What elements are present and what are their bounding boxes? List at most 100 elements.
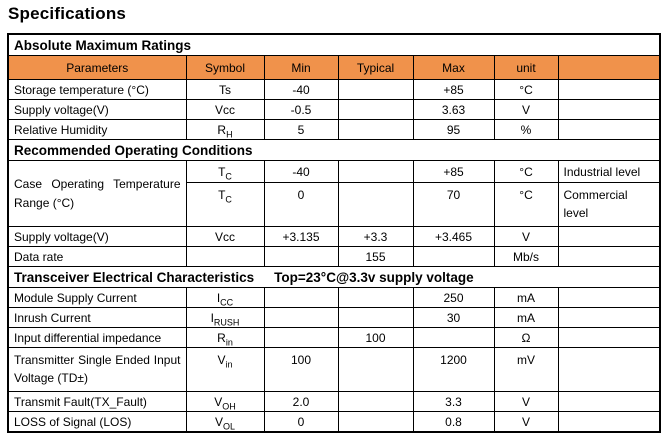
- cell-symbol: IRUSH: [185, 307, 265, 328]
- cell-unit: mA: [493, 307, 559, 328]
- symbol-subscript: in: [225, 359, 233, 370]
- cell-note: [557, 119, 661, 140]
- cell-parameter: Case Operating Temperature Range (°C): [7, 160, 187, 227]
- cell-min: 0: [263, 411, 339, 433]
- cell-symbol: Vin: [185, 347, 265, 392]
- cell-symbol: Vcc: [185, 99, 265, 120]
- cell-symbol: VOL: [185, 411, 265, 433]
- cell-typical: [337, 119, 414, 140]
- section-title: Absolute Maximum Ratings: [7, 33, 661, 56]
- section-row-absolute-maximum-ratings: Absolute Maximum Ratings: [7, 33, 661, 56]
- cell-symbol: ICC: [185, 287, 265, 308]
- cell-typical: [337, 287, 414, 308]
- cell-min: +3.135: [263, 226, 339, 247]
- table-row-case-temp-industrial: Case Operating Temperature Range (°C) TC…: [7, 160, 661, 227]
- specifications-table: Absolute Maximum Ratings Parameters Symb…: [7, 33, 661, 433]
- cell-min: 2.0: [263, 391, 339, 412]
- cell-min: -0.5: [263, 99, 339, 120]
- cell-max: [412, 246, 495, 267]
- cell-typical: +3.3: [337, 226, 414, 247]
- cell-parameter: Inrush Current: [7, 307, 187, 328]
- cell-unit: V: [493, 99, 559, 120]
- col-header-blank: [557, 55, 661, 80]
- cell-unit: %: [493, 119, 559, 140]
- cell-max: 0.8: [412, 411, 495, 433]
- table-row-transmit-fault: Transmit Fault(TX_Fault) VOH 2.0 3.3 V: [7, 391, 661, 412]
- table-row-inrush-current: Inrush Current IRUSH 30 mA: [7, 307, 661, 328]
- cell-max: [412, 327, 495, 348]
- cell-min: [263, 307, 339, 328]
- cell-parameter: LOSS of Signal (LOS): [7, 411, 187, 433]
- cell-parameter: Transmitter Single Ended Input Voltage (…: [7, 347, 187, 392]
- cell-typical: [337, 391, 414, 412]
- cell-min: [263, 327, 339, 348]
- cell-max: +85: [412, 79, 495, 100]
- table-row-storage-temperature: Storage temperature (°C) Ts -40 +85 °C: [7, 79, 661, 100]
- page-title: Specifications: [8, 4, 127, 23]
- symbol-base: Vcc: [214, 102, 235, 117]
- symbol-base: I: [216, 290, 221, 305]
- cell-parameter: Transmit Fault(TX_Fault): [7, 391, 187, 412]
- cell-note: [557, 99, 661, 120]
- cell-parameter: Supply voltage(V): [7, 99, 187, 120]
- cell-min: 0: [263, 182, 339, 227]
- section-row-transceiver-electrical-characteristics: Transceiver Electrical Characteristics To…: [7, 266, 661, 288]
- cell-unit: V: [493, 411, 559, 433]
- cell-note: [557, 246, 661, 267]
- cell-max: 95: [412, 119, 495, 140]
- cell-typical: [337, 182, 414, 227]
- cell-note: [557, 411, 661, 433]
- symbol-subscript: in: [225, 336, 233, 347]
- cell-note: [557, 287, 661, 308]
- cell-symbol: [185, 246, 265, 267]
- symbol-subscript: RUSH: [213, 316, 240, 327]
- cell-typical: [337, 160, 414, 183]
- cell-symbol: VOH: [185, 391, 265, 412]
- table-row-input-differential-impedance: Input differential impedance Rin 100 Ω: [7, 327, 661, 348]
- cell-symbol: TC: [185, 182, 265, 227]
- column-header-row: Parameters Symbol Min Typical Max unit: [7, 55, 661, 80]
- cell-typical: 100: [337, 327, 414, 348]
- symbol-subscript: C: [225, 194, 232, 205]
- symbol-subscript: OL: [223, 420, 236, 431]
- cell-max: 30: [412, 307, 495, 328]
- symbol-base: R: [217, 330, 226, 345]
- col-header-unit: unit: [493, 55, 559, 80]
- cell-parameter: Input differential impedance: [7, 327, 187, 348]
- cell-unit: V: [493, 391, 559, 412]
- cell-note: [557, 226, 661, 247]
- cell-note: [557, 327, 661, 348]
- symbol-base: V: [214, 394, 223, 409]
- cell-symbol: Ts: [185, 79, 265, 100]
- cell-unit: Ω: [493, 327, 559, 348]
- cell-max: 250: [412, 287, 495, 308]
- cell-typical: [337, 347, 414, 392]
- table-row-supply-voltage-abs: Supply voltage(V) Vcc -0.5 3.63 V: [7, 99, 661, 120]
- cell-unit: Mb/s: [493, 246, 559, 267]
- symbol-base: T: [218, 164, 226, 179]
- table-row-supply-voltage-rec: Supply voltage(V) Vcc +3.135 +3.3 +3.465…: [7, 226, 661, 247]
- table-row-transmitter-input-voltage: Transmitter Single Ended Input Voltage (…: [7, 347, 661, 392]
- symbol-subscript: OH: [222, 400, 236, 411]
- symbol-base: Ts: [219, 82, 231, 97]
- cell-typical: [337, 79, 414, 100]
- cell-unit: °C: [493, 79, 559, 100]
- col-header-min: Min: [263, 55, 339, 80]
- cell-max: 3.3: [412, 391, 495, 412]
- cell-parameter: Storage temperature (°C): [7, 79, 187, 100]
- cell-unit: °C: [493, 182, 559, 227]
- cell-min: 5: [263, 119, 339, 140]
- symbol-base: T: [218, 188, 226, 202]
- symbol-subscript: C: [225, 170, 232, 181]
- table-row-module-supply-current: Module Supply Current ICC 250 mA: [7, 287, 661, 308]
- table-row-case-temp-commercial: TC 0 70 °C Commercial level: [8, 182, 661, 227]
- cell-unit: V: [493, 226, 559, 247]
- cell-typical: [337, 307, 414, 328]
- cell-symbol: TC: [185, 160, 265, 183]
- cell-min: -40: [263, 160, 339, 183]
- cell-typical: 155: [337, 246, 414, 267]
- symbol-base: V: [214, 414, 223, 429]
- cell-max: 70: [412, 182, 495, 227]
- cell-max: 3.63: [412, 99, 495, 120]
- cell-unit: mA: [493, 287, 559, 308]
